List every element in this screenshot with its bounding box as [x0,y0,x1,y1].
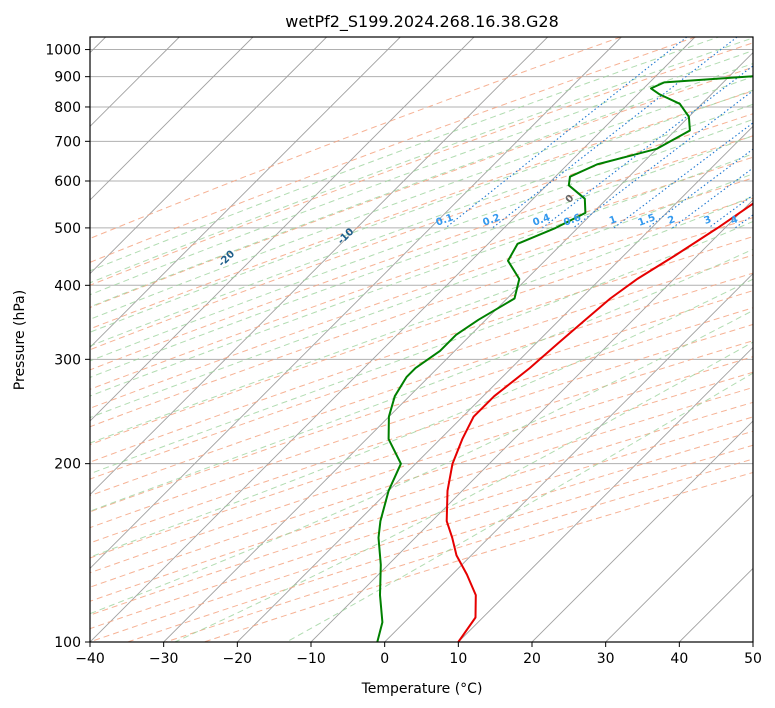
mixing-ratio-label: 3 [703,214,713,227]
mixing-ratio-label: 1 [608,214,618,227]
chart-title: wetPf2_S199.2024.268.16.38.G28 [285,12,559,32]
moist-adiabat-line [90,37,721,272]
mixing-ratio-line [672,167,753,229]
x-axis-ticks: −40 −30 −20 −10 0 10 20 30 40 50 [75,642,762,667]
x-tick-label: 40 [670,651,688,667]
dry-adiabat-line [90,386,753,602]
y-tick-label: 800 [54,100,81,116]
mixing-ratio-line [572,90,753,229]
moist-adiabat-line [90,103,753,347]
dry-adiabat-line [90,177,753,409]
isotherm-line [237,125,753,642]
temperature-profile-line [445,202,753,642]
x-tick-label: −20 [223,651,253,667]
moist-adiabat-line [90,195,753,444]
y-axis-ticks: 1000 900 800 700 600 500 400 300 200 100 [45,43,90,651]
isotherm-line [531,420,753,642]
isotherm-line [90,37,696,642]
dewpoint-profile-line [376,75,753,642]
y-tick-label: 500 [54,221,81,237]
y-tick-label: 700 [54,134,81,150]
dry-adiabat-line [90,290,753,513]
isotherm-line [310,199,753,642]
profile-series [376,75,753,642]
x-tick-label: −30 [149,651,179,667]
plot-frame [89,36,754,643]
x-tick-label: −40 [75,651,105,667]
isotherm-line [163,52,753,642]
isotherm-line [605,494,753,642]
moist-adiabat-line [90,50,753,296]
x-tick-label: −10 [296,651,326,667]
isotherm-line [90,37,327,275]
moist-adiabat-line [90,118,753,362]
isotherm-line [458,346,753,642]
dry-adiabat-line [90,217,753,446]
isotherm-line [90,37,548,496]
isotherm-line [90,37,254,201]
y-tick-label: 400 [54,278,81,294]
mixing-ratio-line [492,37,738,229]
y-axis-title: Pressure (hPa) [12,290,28,390]
y-tick-label: 1000 [45,43,81,59]
isotherm-line [90,37,475,422]
dry-adiabat-line [90,156,753,390]
isotherm-line [90,37,622,569]
mixing-ratio-label: 2 [666,214,676,227]
isotherm-line [384,273,753,642]
moist-adiabat-line [90,173,753,419]
dry-adiabat-line [90,356,753,574]
moist-adiabat-lines [90,37,753,642]
dry-adiabat-line [90,307,753,529]
dry-adiabat-line [90,42,753,286]
x-axis-title: Temperature (°C) [361,681,483,697]
y-tick-label: 900 [54,70,81,86]
moist-adiabat-line [90,89,753,333]
moist-adiabat-line [90,135,753,378]
plot-area: 0.10.20.40.611.52346810131620253036-100-… [90,37,753,642]
y-tick-label: 600 [54,174,81,190]
dry-adiabat-line [90,197,753,428]
moist-adiabat-line [90,37,753,284]
x-tick-label: 10 [449,651,467,667]
x-tick-label: 50 [744,651,762,667]
moist-adiabat-line [90,153,753,397]
dry-adiabat-lines [90,37,753,642]
isotherm-lines [90,37,753,642]
dry-adiabat-line [90,254,753,480]
x-tick-label: 20 [523,651,541,667]
dry-adiabat-line [90,340,753,559]
x-tick-label: 0 [380,651,389,667]
dry-adiabat-line [90,37,622,239]
y-tick-label: 300 [54,352,81,368]
x-tick-label: 30 [597,651,615,667]
mixing-ratio-label: 4 [729,214,739,227]
moist-adiabat-line [90,278,753,558]
isotherm-line [90,37,401,348]
dry-adiabat-line [90,37,696,263]
moist-adiabat-line [90,76,753,320]
y-tick-label: 100 [54,635,81,651]
y-tick-label: 200 [54,457,81,473]
